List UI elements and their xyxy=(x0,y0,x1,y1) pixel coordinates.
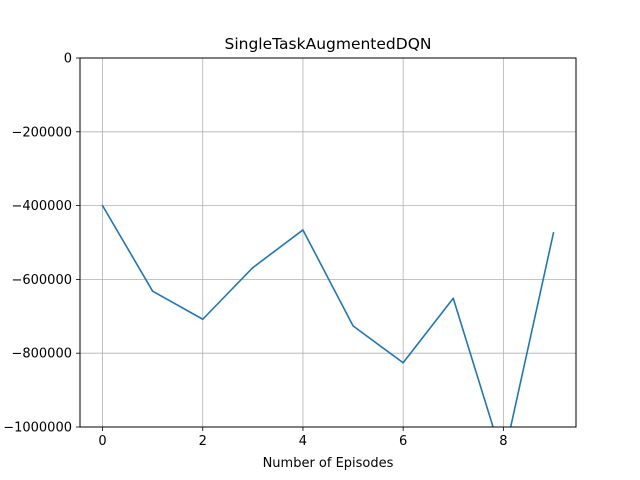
x-tick-label: 2 xyxy=(199,434,207,449)
series-layer xyxy=(101,204,555,427)
chart-title: SingleTaskAugmentedDQN xyxy=(224,35,431,53)
y-tick-label: −600000 xyxy=(11,273,72,288)
x-tick-label: 6 xyxy=(399,434,407,449)
y-tick-label: −400000 xyxy=(11,199,72,214)
plot-frame xyxy=(79,57,577,428)
series-line xyxy=(101,204,555,427)
x-tick-label: 0 xyxy=(98,434,106,449)
x-axis-label: Number of Episodes xyxy=(263,456,394,471)
grid-lines xyxy=(80,57,576,428)
x-tick-label: 4 xyxy=(299,434,307,449)
y-tick-label: −200000 xyxy=(11,125,72,140)
axis-ticks: 0 2 4 6 8 0 −200000 −400000 −600000 −800000 −10000… xyxy=(3,52,507,450)
y-tick-label: 0 xyxy=(64,52,72,67)
y-tick-label: −1000000 xyxy=(3,421,72,436)
y-tick-label: −800000 xyxy=(11,347,72,362)
x-tick-label: 8 xyxy=(499,434,507,449)
